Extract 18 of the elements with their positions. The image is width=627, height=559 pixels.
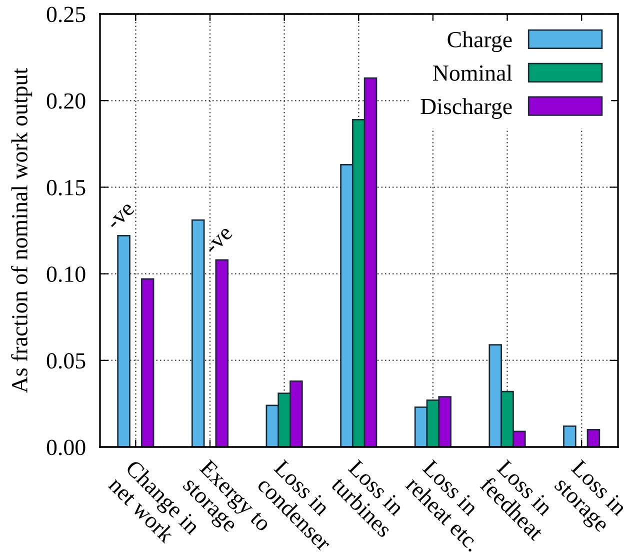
y-tick-label: 0.15 xyxy=(46,180,86,196)
legend-label: Discharge xyxy=(420,98,512,119)
y-tick-label: 0.25 xyxy=(46,6,86,22)
data-label: -ve xyxy=(108,203,136,230)
y-tick-label: 0.10 xyxy=(46,266,86,282)
bar xyxy=(117,235,130,447)
legend-label: Nominal xyxy=(433,64,512,81)
y-tick-label: 0.00 xyxy=(46,440,86,456)
data-label: -ve xyxy=(206,227,234,255)
y-axis-title: As fraction of nominal work output xyxy=(11,68,32,393)
bar xyxy=(140,278,154,447)
y-tick-label: 0.05 xyxy=(46,353,86,369)
bar xyxy=(215,259,229,447)
bar xyxy=(586,428,600,447)
legend-label: Charge xyxy=(448,31,512,52)
y-tick-label: 0.20 xyxy=(46,93,86,109)
bar xyxy=(563,426,576,447)
bar xyxy=(191,219,205,447)
